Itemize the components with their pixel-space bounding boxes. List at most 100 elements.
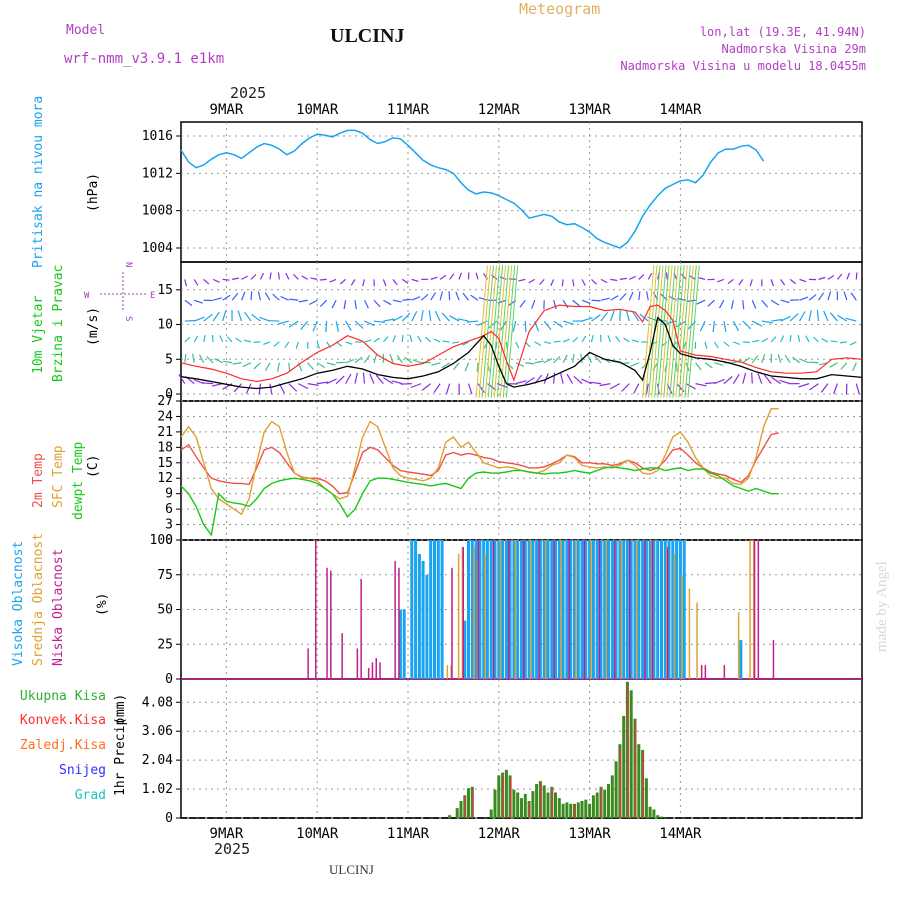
wind-arrow	[777, 353, 782, 363]
wind-arrow	[431, 362, 441, 366]
wind-arrow	[364, 339, 372, 343]
wind-arrow	[713, 341, 719, 349]
y-tick-label: 10	[157, 318, 173, 333]
cloud-high-bar	[463, 620, 467, 679]
cloud-high-bar	[584, 540, 588, 679]
wind-arrow	[354, 320, 364, 329]
wind-arrow	[714, 362, 724, 366]
cloud-low-bar	[341, 633, 343, 679]
cloud-high-bar	[414, 540, 418, 679]
cloud-high-bar	[580, 540, 584, 679]
wind-arrow	[843, 291, 848, 301]
cloud-low-bar	[753, 540, 756, 679]
wind-arrow	[581, 279, 586, 286]
wind-arrow	[761, 354, 766, 363]
wind-arrow	[699, 320, 706, 332]
wind-arrow	[553, 355, 561, 364]
wind-arrow	[264, 362, 271, 371]
cloud-high-bar	[678, 540, 682, 679]
wind-arrow	[628, 291, 634, 301]
wind-arrow	[389, 354, 394, 363]
cloud-high-bar	[433, 540, 436, 679]
cloud-low-bar	[360, 578, 362, 679]
wind-arrow	[277, 272, 280, 280]
wind-arrow	[383, 299, 392, 306]
cloud-high-bar	[644, 540, 648, 679]
wind-arrow	[714, 378, 725, 385]
cloud-mid-bar	[499, 540, 502, 679]
precip-total-bar	[595, 792, 599, 818]
precip-snow-label: Snijeg	[59, 763, 106, 778]
wind-arrow	[488, 320, 498, 329]
cloud-mid-bar	[737, 612, 740, 679]
wind-arrow	[742, 320, 752, 330]
wind-arrow	[723, 341, 730, 347]
cloud-low-bar	[723, 665, 726, 679]
cloud-low-bar	[704, 665, 707, 679]
cloud-mid-bar	[753, 540, 755, 679]
wind-arrow	[855, 383, 860, 395]
y-tick-label: 1004	[142, 241, 173, 256]
wind-arrow	[231, 277, 240, 280]
wind-arrow	[836, 273, 843, 280]
precip-total-bar	[588, 803, 592, 818]
cloud-low-bar	[583, 540, 586, 679]
watermark: made by Angel	[874, 561, 890, 652]
cloud-mid-bar	[575, 540, 577, 679]
wind-arrow	[245, 383, 252, 394]
y-tick-label: 6	[165, 502, 173, 517]
wind-arrow	[362, 279, 366, 287]
precip-total-bar	[535, 784, 539, 818]
wind-arrow	[780, 279, 786, 286]
wind-arrow	[749, 279, 753, 287]
cloud-mid-bar	[635, 540, 638, 679]
y-tick-label: 100	[150, 533, 173, 548]
wind-arrow	[222, 278, 230, 281]
y-tick-label: 3.06	[142, 724, 173, 739]
wind-arrow	[433, 383, 441, 394]
wind-arrow	[770, 299, 780, 306]
wind-arrow	[272, 293, 280, 301]
x-tick-label-top: 11MAR	[387, 102, 430, 118]
cloud-low-bar	[307, 648, 309, 679]
cloud-high-bar	[554, 540, 557, 679]
wind-arrow	[345, 373, 352, 384]
wind-arrow	[849, 341, 857, 346]
cloud-low-bar	[538, 540, 540, 679]
wind-arrow	[259, 316, 271, 322]
wind-arrow	[524, 321, 527, 333]
wind-arrow	[211, 334, 214, 342]
wind-arrow	[799, 296, 809, 301]
cloud-high-bar	[599, 540, 603, 679]
wind-arrow	[742, 341, 750, 344]
wind-arrow	[792, 356, 800, 364]
wind-arrow	[273, 341, 280, 347]
meteogram-title: Meteogram	[519, 0, 600, 18]
wind-arrow	[591, 299, 601, 302]
precip-total-bar	[648, 806, 652, 818]
wind-arrow	[534, 341, 542, 346]
wind-arrow	[331, 299, 337, 309]
wind-arrow	[425, 336, 432, 343]
precip-conv-bar	[540, 782, 542, 818]
wind-arrow	[410, 383, 422, 389]
pressure-unit: (hPa)	[86, 173, 101, 212]
wind-arrow	[184, 319, 196, 322]
cloud-high-bar	[478, 540, 482, 679]
cloud-mid-bar	[545, 540, 547, 679]
wind-arrow	[244, 339, 252, 343]
wind-arrow	[813, 336, 819, 343]
wind-arrow	[553, 300, 557, 310]
wind-arrow	[285, 272, 290, 280]
cloud-high-bar	[497, 540, 501, 679]
wind-arrow	[770, 336, 777, 343]
wind-arrow	[553, 320, 564, 328]
wind-arrow	[244, 311, 252, 322]
wind-storm-streak	[502, 265, 516, 398]
wind-storm-streak	[672, 265, 685, 398]
wind-arrow	[307, 362, 315, 370]
wind-arrow	[525, 362, 535, 365]
cloud-high-bar	[629, 540, 633, 679]
svg-text:E: E	[150, 291, 155, 301]
